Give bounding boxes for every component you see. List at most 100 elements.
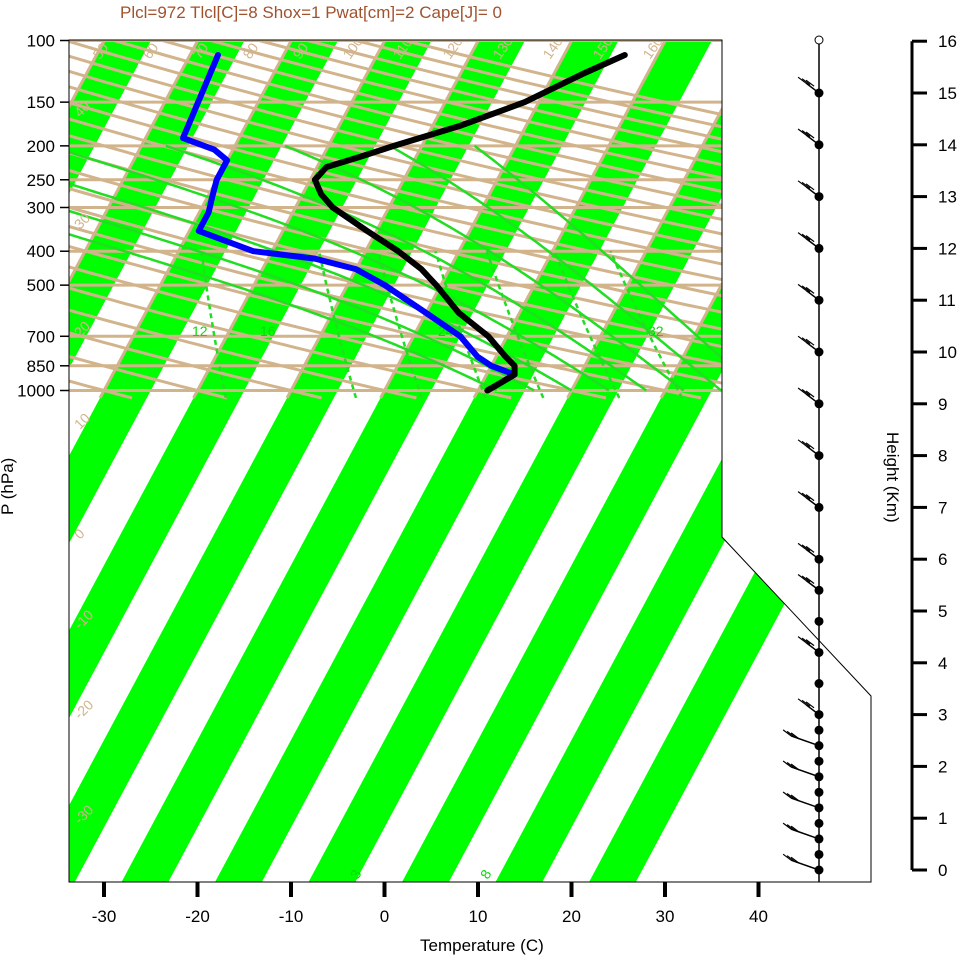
wind-barb [805,497,820,508]
moist-adiabat [389,144,722,392]
wind-barb-flag [805,338,815,346]
wind-barb-flag [790,825,800,833]
isotherm [0,41,11,398]
wind-barb-flag [801,492,811,500]
band [118,40,622,882]
height-tick-label: 16 [938,32,957,51]
wind-barb-flag [797,542,807,550]
wind-barb-flag [782,853,792,861]
isotherm [472,40,667,399]
pressure-axis: 100 150 200 250 300 400 500 700 850 1000 [17,32,69,401]
wind-barb [805,186,820,198]
wind-barb-point [814,679,824,689]
wind-barb [805,289,820,301]
dry-adiabat [69,40,871,400]
pressure-tick-label: 700 [27,327,55,346]
temperature-tick-label: -10 [279,907,304,926]
wind-barb [805,704,820,716]
pressure-tick-label: 850 [27,357,55,376]
mixing-ratio-line [485,250,545,399]
wind-barb-flag [790,856,800,864]
wind-barb-flag [805,494,815,502]
height-tick-label: 14 [938,136,957,155]
wind-barb-flag [797,698,807,706]
pressure-tick-label: 300 [27,198,55,217]
isotherm-label: 0 [724,460,741,477]
isotherm-label: -10 [744,531,770,557]
dry-adiabat-label: 60 [139,40,161,62]
temperature-tick-label: 30 [656,907,675,926]
dry-adiabat [69,40,871,400]
dry-adiabat [69,40,796,400]
pressure-tick-label: 1000 [17,382,55,401]
mixing-ratio-line [200,251,228,399]
wind-barb-flag [805,639,815,647]
wind-barb-flag [801,699,811,707]
dry-adiabat [69,40,871,400]
wind-barb-flag [797,128,807,136]
pressure-tick-label: 150 [27,93,55,112]
wind-barb-flag [797,180,807,188]
band [69,40,248,882]
wind-barb-flag [790,732,800,740]
height-tick-label: 1 [938,809,947,828]
pressure-tick-label: 250 [27,171,55,190]
wind-barb-flag [801,181,811,189]
left-isotherm-label: 0 [71,525,88,542]
wind-barb-point [814,849,824,859]
wind-barb-flag [801,78,811,86]
dry-adiabat [69,40,871,400]
wind-barb-column [782,35,824,882]
height-axis-label: Height (Km) [883,432,902,523]
wind-barb-flag [801,637,811,645]
wind-barb-flag [782,729,792,737]
wind-barb-flag [797,636,807,644]
height-tick-label: 10 [938,343,957,362]
height-tick-label: 15 [938,84,957,103]
isotherm [69,40,106,399]
chart-title: Plcl=972 Tlcl[C]=8 Shox=1 Pwat[cm]=2 Cap… [120,3,502,22]
moist-adiabat-label: 12 [192,323,208,339]
pressure-tick-label: 500 [27,276,55,295]
wind-barb-flag [786,824,796,832]
wind-barb-flag [805,79,815,87]
wind-barb-flag [801,575,811,583]
x-axis-label: Temperature (C) [420,936,544,955]
dewpoint-line [180,52,518,394]
wind-barb-flag [805,286,815,294]
isotherm [98,40,293,399]
wind-barb-flag [805,576,815,584]
wind-barb [805,341,820,353]
wind-barb-point [814,616,824,626]
wind-barb [805,393,820,405]
wind-barb [805,642,820,654]
moist-adiabat [165,144,648,392]
moist-adiabat-label: 16 [260,323,276,339]
isotherm-label: 30 [721,120,743,142]
height-tick-label: 9 [938,395,947,414]
wind-barb-flag [801,233,811,241]
dry-adiabat [69,40,871,400]
dry-adiabat [69,40,512,400]
band [212,40,715,882]
wind-barb [790,859,820,871]
pressure-tick-label: 200 [27,137,55,156]
height-tick-label: 7 [938,498,947,517]
isotherm-label: -30 [842,641,868,667]
wind-barb-flag [805,235,815,243]
wind-barb [805,134,820,146]
wind-barb [805,579,820,591]
dry-adiabat [69,40,228,400]
dry-adiabat-label: 50 [89,40,111,62]
wind-barb-point [814,756,824,766]
wind-barb-flag [801,130,811,137]
dry-adiabat-label: 70 [189,40,211,62]
isotherm-label: 10 [721,340,743,362]
wind-barb [805,548,820,560]
height-tick-label: 3 [938,706,947,725]
moist-adiabat [69,144,610,392]
temperature-tick-label: 20 [562,907,581,926]
wind-barb-flag [801,544,811,552]
